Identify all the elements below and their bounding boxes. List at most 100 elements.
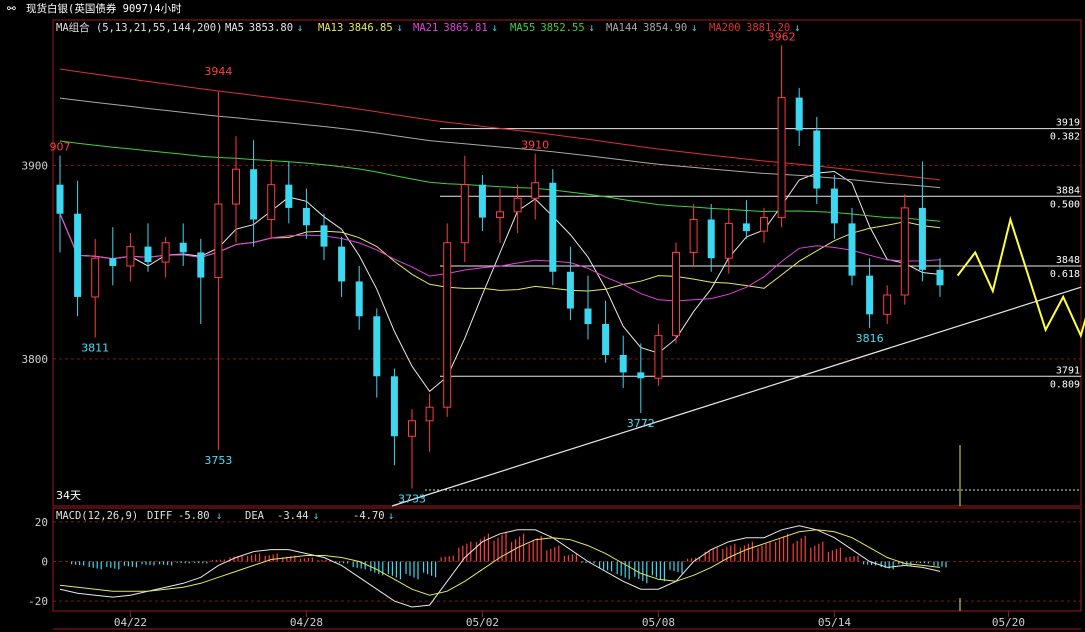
candle-body-down — [936, 269, 944, 286]
candle-body-down — [566, 271, 574, 309]
candle[interactable] — [496, 188, 504, 243]
candle[interactable] — [179, 223, 187, 266]
candle[interactable] — [144, 223, 152, 272]
candle[interactable] — [338, 236, 346, 297]
candle[interactable] — [126, 233, 135, 282]
ma-legend-arrow: ↓ — [691, 22, 697, 34]
candle[interactable] — [848, 207, 856, 286]
candle[interactable] — [91, 238, 100, 338]
macd-dea-arrow: ↓ — [313, 510, 319, 522]
candle[interactable] — [109, 227, 117, 286]
candle[interactable] — [795, 87, 803, 146]
candle-body-down — [285, 184, 293, 208]
candle[interactable] — [724, 207, 733, 274]
axes: 3800 3900 20 0 -20 04/22 04/28 05/02 05/08 05/14 0… — [22, 159, 1025, 629]
trendline — [391, 286, 1082, 507]
candle-body-down — [813, 130, 821, 189]
candle-body-up — [460, 184, 469, 244]
candle[interactable] — [373, 308, 381, 398]
candle[interactable] — [830, 175, 838, 239]
candle[interactable] — [900, 194, 909, 305]
candle[interactable] — [197, 238, 205, 325]
moving-average-lines — [59, 68, 941, 393]
ma-legend-value: 3846.85 — [348, 22, 392, 34]
candle[interactable] — [707, 204, 715, 272]
candle[interactable] — [56, 155, 64, 253]
x-tick-label: 05/14 — [818, 616, 851, 629]
candle[interactable] — [513, 184, 522, 234]
macd-y-tick-label: 20 — [35, 516, 48, 529]
ma-legend-value: 3853.80 — [249, 22, 293, 34]
candle[interactable] — [619, 335, 627, 388]
candle[interactable] — [584, 275, 592, 340]
candle-body-up — [760, 217, 768, 232]
candle-body-down — [390, 376, 398, 437]
macd-value: -4.70 — [353, 510, 385, 522]
candle[interactable] — [918, 161, 926, 282]
candle[interactable] — [654, 324, 663, 386]
macd-diff-arrow: ↓ — [216, 510, 222, 522]
candle[interactable] — [531, 153, 540, 220]
candle[interactable] — [302, 188, 310, 239]
x-tick-label: 05/02 — [466, 616, 499, 629]
fib-price-label: 3791 — [1056, 365, 1080, 376]
candle[interactable] — [883, 285, 892, 325]
macd-diff-value: -5.80 — [178, 510, 210, 522]
candle[interactable] — [320, 213, 328, 261]
candle-body-down — [144, 246, 152, 263]
candle[interactable] — [250, 140, 258, 247]
candle[interactable] — [478, 175, 486, 232]
days-count-label: 34天 — [56, 489, 81, 502]
candle[interactable] — [549, 169, 557, 286]
candle[interactable] — [760, 207, 768, 243]
candle[interactable] — [161, 236, 170, 278]
price-annotation: 3944 — [204, 65, 232, 78]
candle[interactable] — [637, 343, 645, 414]
forecast-zigzag — [956, 215, 1085, 339]
candle[interactable] — [602, 300, 610, 363]
fibonacci-levels: 3919 0.382 3884 0.500 3848 0.618 3791 0.809 — [425, 118, 1081, 611]
ma-legend-arrow: ↓ — [397, 22, 403, 34]
y-tick-label: 3800 — [22, 353, 49, 366]
candle[interactable] — [285, 161, 293, 224]
price-annotation: 3962 — [768, 30, 796, 43]
candle[interactable] — [390, 368, 398, 466]
candle[interactable] — [355, 265, 363, 330]
ma-legend-value: 3854.90 — [643, 22, 687, 34]
candle[interactable] — [425, 393, 434, 452]
candlesticks[interactable] — [56, 45, 944, 489]
candle[interactable] — [936, 258, 944, 297]
x-tick-label: 05/20 — [992, 616, 1025, 629]
candle[interactable] — [777, 45, 786, 228]
candle-body-down — [56, 184, 64, 214]
ma-legend-name: MA5 — [225, 22, 244, 34]
x-tick-label: 05/08 — [642, 616, 675, 629]
candle[interactable] — [408, 409, 416, 489]
candle-body-down — [866, 275, 874, 315]
candle[interactable] — [214, 91, 223, 450]
candle[interactable] — [689, 204, 698, 266]
candle-body-down — [918, 207, 926, 270]
candle-body-up — [689, 219, 698, 253]
candle[interactable] — [443, 223, 452, 417]
candle[interactable] — [813, 116, 821, 205]
candle[interactable] — [74, 180, 82, 317]
candle[interactable] — [232, 136, 240, 243]
candle-body-down — [109, 258, 117, 266]
ma-legend-name: MA144 — [606, 22, 638, 34]
candle[interactable] — [566, 246, 574, 321]
candle[interactable] — [267, 159, 276, 239]
ma-line-ma144 — [59, 97, 941, 189]
candle-body-down — [355, 281, 363, 317]
candle[interactable] — [742, 200, 750, 239]
macd-y-tick-label: 0 — [41, 555, 48, 568]
ma-line-ma200 — [59, 68, 941, 181]
candle[interactable] — [460, 155, 469, 263]
candle-body-down — [848, 223, 856, 276]
macd-dea-line — [59, 529, 941, 596]
macd-panel-border — [52, 507, 1082, 612]
candle[interactable] — [866, 258, 874, 328]
candle[interactable] — [672, 242, 680, 344]
